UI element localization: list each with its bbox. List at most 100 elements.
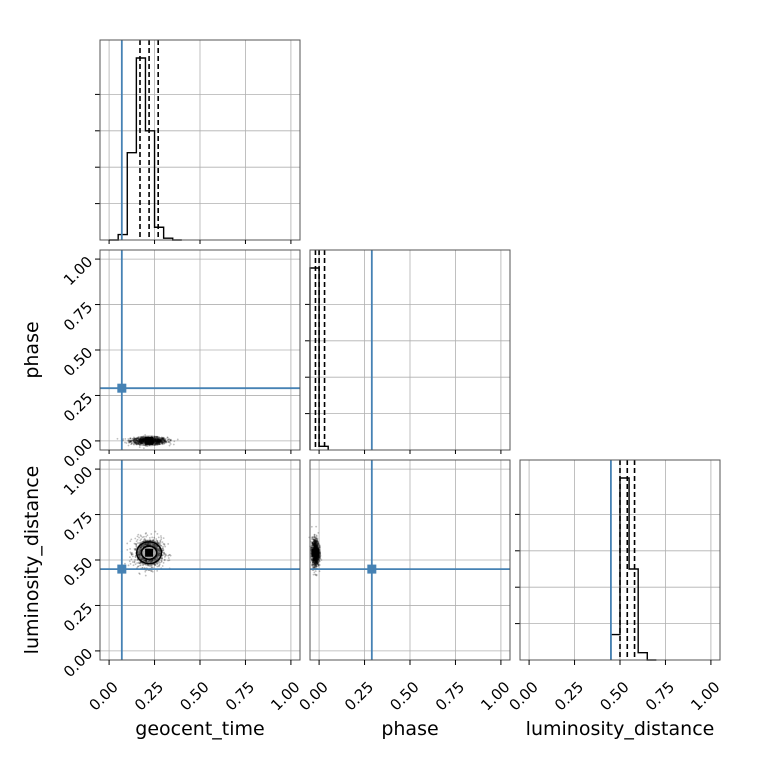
xtick-label-geocent_time-0: 0.00 [85, 678, 121, 714]
scatter-geocent-time-luminosity-distance-sample [156, 562, 159, 565]
scatter-geocent-time-phase-sample [156, 441, 159, 443]
scatter-phase-luminosity-distance-sample [314, 562, 317, 565]
scatter-phase-luminosity-distance-sample [313, 561, 316, 564]
scatter-geocent-time-phase-sample [158, 438, 161, 441]
scatter-geocent-time-phase-sample [135, 441, 137, 444]
scatter-geocent-time-luminosity-distance-sample [133, 560, 136, 563]
scatter-phase-luminosity-distance-sample [315, 546, 318, 549]
scatter-geocent-time-phase-sample [159, 439, 162, 442]
scatter-geocent-time-phase-sample [157, 439, 160, 442]
scatter-geocent-time-luminosity-distance-sample [146, 543, 149, 546]
scatter-phase-luminosity-distance-sample [315, 557, 318, 560]
scatter-geocent-time-phase-sample [153, 440, 156, 442]
scatter-phase-luminosity-distance-sample [314, 559, 317, 562]
scatter-geocent-time-phase-sample [138, 442, 141, 444]
scatter-phase-luminosity-distance-sample [313, 558, 316, 561]
scatter-geocent-time-phase-sample [143, 439, 145, 442]
scatter-geocent-time-luminosity-distance-sample [156, 556, 159, 559]
scatter-phase-luminosity-distance-sample [319, 556, 321, 559]
scatter-geocent-time-phase-sample [152, 440, 155, 443]
scatter-geocent-time-phase-sample [142, 438, 145, 441]
scatter-geocent-time-phase-sample [141, 442, 144, 445]
scatter-geocent-time-luminosity-distance-sample [153, 536, 156, 539]
scatter-geocent-time-phase-sample [160, 441, 163, 444]
scatter-phase-luminosity-distance-sample [311, 544, 314, 547]
scatter-phase-luminosity-distance-sample [313, 544, 315, 547]
scatter-phase-luminosity-distance-sample [315, 557, 317, 560]
scatter-geocent-time-luminosity-distance-sample [159, 561, 161, 564]
scatter-geocent-time-luminosity-distance-sample [162, 545, 164, 548]
scatter-geocent-time-luminosity-distance-sample [135, 544, 138, 547]
scatter-phase-luminosity-distance-sample [311, 563, 314, 565]
scatter-phase-luminosity-distance-sample [317, 557, 319, 560]
scatter-phase-luminosity-distance-sample [315, 544, 318, 547]
scatter-geocent-time-phase-sample [157, 440, 160, 443]
scatter-phase-luminosity-distance-sample [315, 556, 318, 559]
scatter-geocent-time-phase-sample [157, 436, 159, 439]
scatter-geocent-time-luminosity-distance-sample [153, 564, 156, 566]
scatter-geocent-time-phase-sample [137, 441, 140, 444]
scatter-geocent-time-phase-sample [158, 439, 161, 442]
scatter-geocent-time-phase-sample [157, 440, 160, 443]
scatter-phase-luminosity-distance-sample [311, 546, 314, 549]
scatter-geocent-time-luminosity-distance-sample [154, 558, 157, 561]
scatter-geocent-time-phase-sample [141, 437, 144, 440]
scatter-geocent-time-phase-sample [156, 442, 159, 445]
scatter-geocent-time-phase-sample [142, 440, 145, 443]
scatter-geocent-time-luminosity-distance-sample [138, 562, 141, 565]
scatter-geocent-time-luminosity-distance-sample [146, 534, 149, 537]
scatter-geocent-time-phase-sample [152, 438, 155, 440]
scatter-geocent-time-phase-sample [130, 440, 132, 443]
scatter-geocent-time-phase-sample [157, 443, 159, 446]
scatter-geocent-time-phase-truth-marker [117, 383, 127, 393]
scatter-phase-luminosity-distance-sample [316, 546, 319, 548]
scatter-geocent-time-phase-sample [153, 436, 156, 439]
scatter-phase-luminosity-distance-sample [314, 557, 317, 559]
scatter-geocent-time-luminosity-distance-sample [133, 561, 136, 564]
scatter-phase-luminosity-distance-sample [319, 553, 322, 556]
scatter-phase-luminosity-distance-sample [310, 558, 313, 561]
scatter-geocent-time-luminosity-distance-sample [134, 549, 137, 552]
scatter-phase-luminosity-distance-sample [312, 543, 315, 546]
scatter-geocent-time-phase-sample [139, 440, 141, 443]
scatter-phase-luminosity-distance-sample [311, 544, 314, 547]
scatter-geocent-time-phase-sample [129, 440, 131, 442]
scatter-geocent-time-luminosity-distance-sample [133, 547, 136, 550]
scatter-geocent-time-phase-sample [132, 436, 135, 439]
scatter-phase-luminosity-distance-sample [317, 541, 319, 543]
scatter-phase-luminosity-distance-sample [316, 542, 318, 545]
scatter-geocent-time-phase-sample [135, 437, 138, 440]
scatter-geocent-time-luminosity-distance-sample [156, 562, 159, 565]
scatter-geocent-time-phase-sample [142, 438, 145, 441]
scatter-phase-luminosity-distance-sample [314, 558, 316, 560]
scatter-geocent-time-phase-sample [164, 440, 166, 443]
xtick-label-luminosity_distance-4: 1.00 [687, 678, 723, 714]
scatter-geocent-time-phase-sample [139, 438, 142, 441]
scatter-geocent-time-phase-sample [159, 440, 162, 442]
scatter-phase-luminosity-distance-sample [316, 561, 318, 564]
scatter-geocent-time-phase-sample [160, 439, 162, 441]
scatter-geocent-time-phase-sample [136, 439, 139, 442]
scatter-geocent-time-luminosity-distance-sample [138, 552, 140, 555]
scatter-phase-luminosity-distance-sample [315, 557, 318, 560]
scatter-geocent-time-phase-sample [142, 438, 145, 441]
scatter-phase-luminosity-distance-sample [315, 535, 318, 538]
scatter-geocent-time-phase-sample [139, 438, 142, 440]
scatter-geocent-time-luminosity-distance-sample [130, 553, 133, 555]
scatter-geocent-time-luminosity-distance-sample [168, 559, 171, 562]
scatter-phase-luminosity-distance-sample [312, 564, 315, 567]
scatter-phase-luminosity-distance-sample [313, 543, 316, 546]
scatter-phase-luminosity-distance-sample [316, 562, 318, 565]
scatter-phase-luminosity-distance-sample [315, 536, 318, 539]
scatter-phase-luminosity-distance-sample [316, 538, 319, 541]
scatter-geocent-time-luminosity-distance-sample [150, 566, 153, 568]
scatter-phase-luminosity-distance-sample [314, 558, 317, 561]
scatter-phase-luminosity-distance-sample [318, 546, 320, 549]
scatter-phase-luminosity-distance-sample [315, 542, 317, 545]
scatter-geocent-time-phase-sample [158, 440, 160, 443]
scatter-geocent-time-phase-sample [136, 437, 139, 440]
scatter-phase-luminosity-distance-sample [313, 546, 315, 548]
scatter-phase-luminosity-distance-sample [316, 562, 319, 565]
scatter-geocent-time-phase-sample [156, 439, 159, 441]
scatter-geocent-time-luminosity-distance-truth-marker [117, 564, 127, 574]
